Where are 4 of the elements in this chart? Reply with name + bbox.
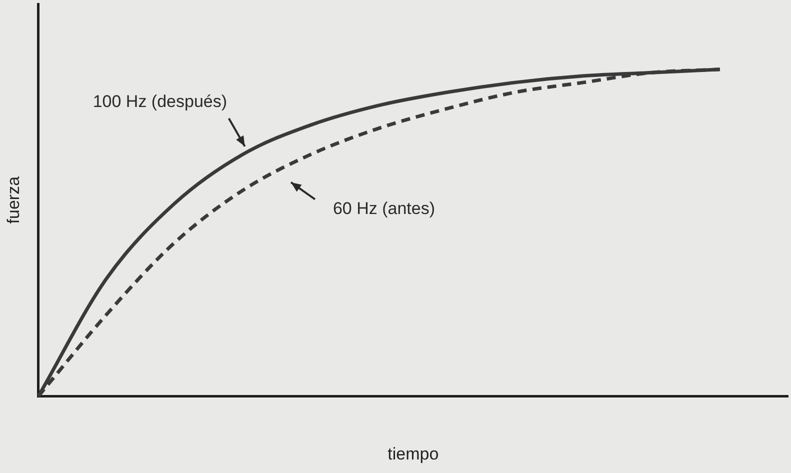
text: 60 Hz (antes)	[332, 199, 436, 218]
text: 100 Hz (después)	[92, 92, 228, 112]
x-axis-title: tiempo	[388, 444, 439, 464]
y-axis-title: fuerza	[4, 176, 23, 224]
